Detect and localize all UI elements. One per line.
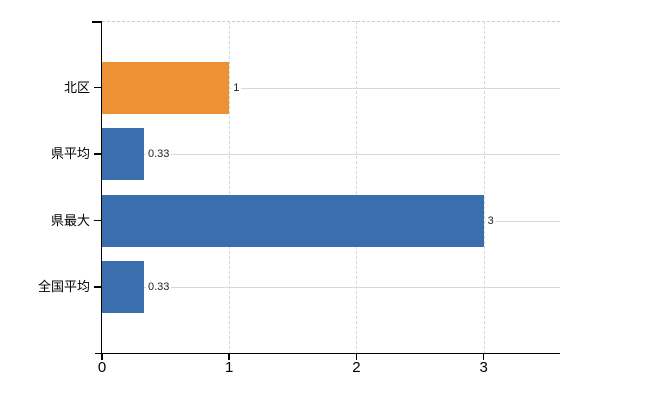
x-tick-label: 0 xyxy=(97,359,107,376)
bar xyxy=(102,128,144,181)
category-label: 県最大 xyxy=(50,212,90,228)
x-tick xyxy=(482,354,485,360)
y-axis-top-tick xyxy=(92,21,102,23)
x-tick xyxy=(355,354,358,360)
v-gridline xyxy=(229,21,231,354)
category-label: 全国平均 xyxy=(37,279,90,295)
x-tick-label: 3 xyxy=(479,359,488,376)
x-tick-label: 1 xyxy=(225,359,234,376)
y-axis-line xyxy=(100,21,102,354)
bar-value-label: 3 xyxy=(485,213,496,228)
h-gridline xyxy=(102,154,560,156)
h-gridline xyxy=(102,287,560,289)
category-label: 北区 xyxy=(63,79,90,95)
category-tick xyxy=(94,153,102,155)
bar-value-label: 1 xyxy=(231,80,242,95)
bar xyxy=(102,194,484,247)
v-gridline xyxy=(483,21,485,354)
v-gridline xyxy=(356,21,358,354)
x-tick-label: 2 xyxy=(352,359,361,376)
x-tick xyxy=(101,354,103,360)
bar xyxy=(102,261,144,314)
plot-top-border xyxy=(102,21,560,22)
category-tick xyxy=(94,86,102,89)
x-tick xyxy=(228,354,230,360)
category-tick xyxy=(94,219,102,222)
x-axis-line xyxy=(95,352,560,354)
category-tick xyxy=(94,286,102,288)
category-label: 県平均 xyxy=(50,146,90,162)
bar-value-label: 0.33 xyxy=(145,280,172,295)
bar xyxy=(102,61,230,114)
h-gridline xyxy=(102,87,560,89)
bar-value-label: 0.33 xyxy=(145,147,172,162)
